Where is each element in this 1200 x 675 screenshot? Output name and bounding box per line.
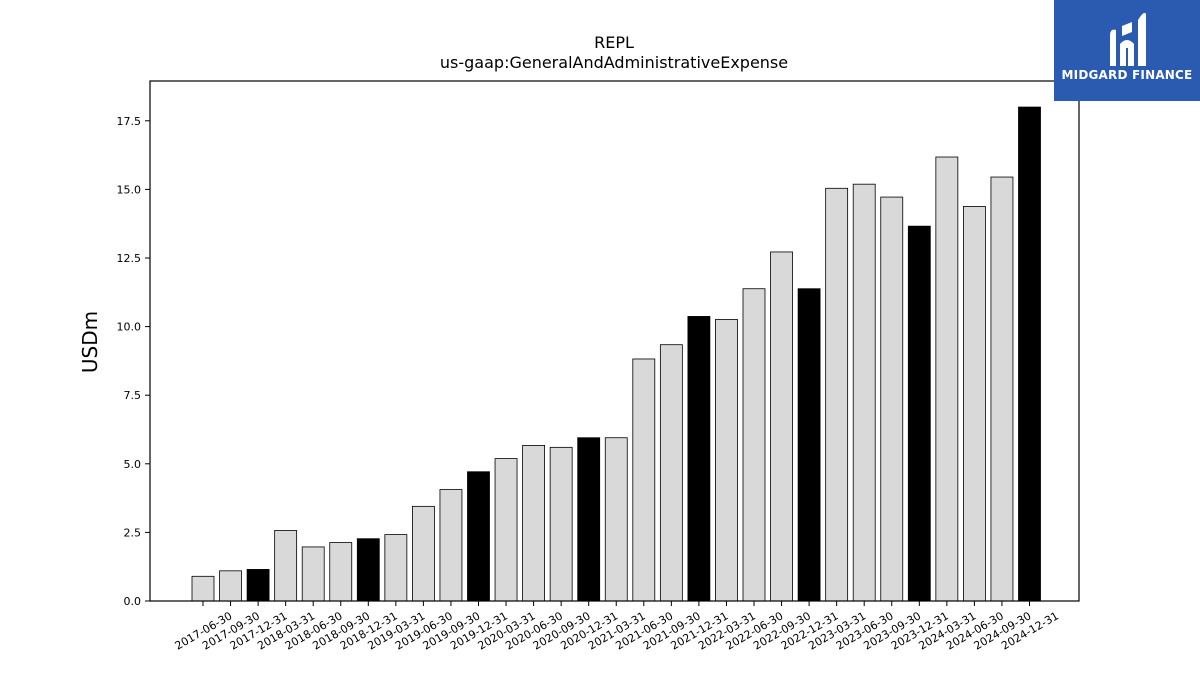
bar-2020-03-31: [494, 458, 518, 602]
bar-2024-12-31: [1018, 106, 1041, 602]
brand-logo: MIDGARD FINANCE: [1054, 0, 1200, 101]
bar-2020-09-30: [549, 446, 573, 602]
x-axis: 2017-06-302017-09-302017-12-312018-03-31…: [173, 601, 1061, 653]
bar-2019-12-31: [467, 471, 490, 602]
bars-group: [191, 106, 1041, 602]
bar-2023-12-31: [907, 225, 931, 602]
bar-2022-12-31: [797, 288, 821, 602]
bar-2017-06-30: [191, 575, 215, 602]
bar-2022-06-30: [742, 288, 766, 602]
bar-2018-06-30: [301, 546, 325, 602]
y-tick-label: 5.0: [124, 458, 142, 471]
bar-2017-12-31: [246, 569, 270, 602]
bar-2023-03-31: [825, 187, 849, 602]
chart-title: REPL: [594, 33, 634, 52]
bar-2018-12-31: [356, 538, 380, 602]
y-tick-label: 17.5: [117, 115, 142, 128]
bar-2018-03-31: [274, 530, 298, 602]
logo-text: MIDGARD FINANCE: [1061, 68, 1193, 82]
bar-2024-09-30: [990, 176, 1014, 602]
y-axis: 0.0 2.5 5.0 7.5 10.0 12.5 15.0 17.5: [117, 115, 150, 608]
bar-2024-06-30: [963, 205, 986, 602]
bar-2022-09-30: [770, 251, 793, 602]
bar-2019-09-30: [439, 489, 463, 602]
bar-2020-12-31: [577, 437, 601, 602]
y-tick-label: 12.5: [117, 252, 142, 265]
bar-2019-06-30: [411, 505, 435, 602]
bar-2023-06-30: [852, 183, 876, 602]
y-tick-label: 2.5: [124, 526, 142, 539]
bar-2017-09-30: [219, 570, 242, 602]
y-tick-label: 10.0: [117, 321, 142, 334]
bar-2019-03-31: [384, 534, 408, 602]
bar-2018-09-30: [329, 542, 353, 602]
bar-2020-06-30: [522, 445, 545, 602]
bar-2021-03-31: [604, 437, 628, 602]
bar-2022-03-31: [715, 319, 738, 602]
y-tick-label: 15.0: [117, 183, 142, 196]
y-axis-label: USDm: [78, 311, 102, 373]
bar-2021-12-31: [687, 316, 711, 602]
chart-subtitle: us-gaap:GeneralAndAdministrativeExpense: [440, 53, 788, 72]
midgard-logo-icon: [1110, 12, 1146, 67]
y-tick-label: 7.5: [124, 389, 142, 402]
bar-2024-03-31: [935, 156, 959, 602]
y-tick-label: 0.0: [124, 595, 142, 608]
plot-frame: [149, 80, 1080, 602]
bar-2021-06-30: [632, 358, 656, 602]
bar-2023-09-30: [880, 196, 904, 602]
bar-2021-09-30: [659, 344, 683, 602]
